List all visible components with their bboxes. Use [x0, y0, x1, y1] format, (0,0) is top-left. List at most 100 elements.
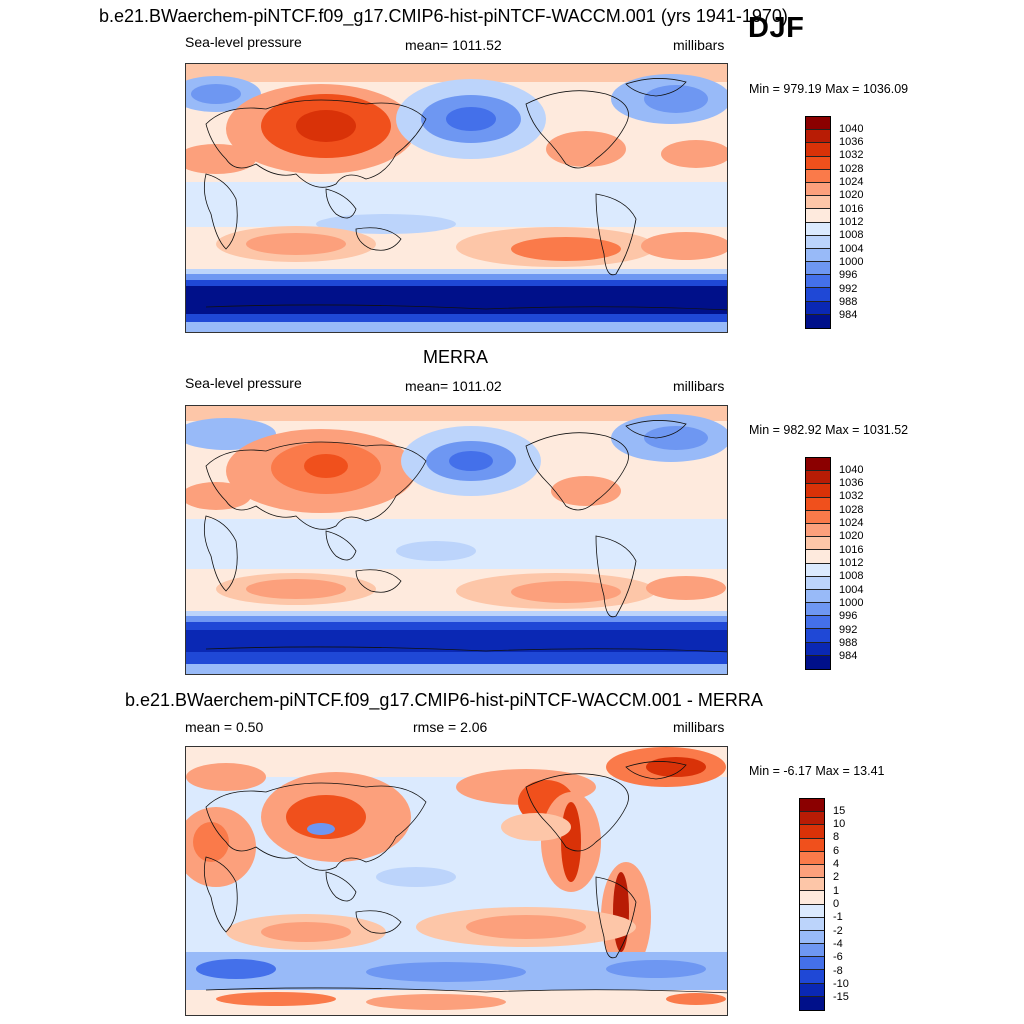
colorbar-tick-label: 1012 [839, 557, 864, 569]
colorbar-tick-label: -10 [833, 977, 849, 990]
colorbar-swatch [806, 616, 830, 630]
colorbar-swatch [806, 275, 830, 289]
colorbar-tick-label: 996 [839, 610, 858, 623]
colorbar-tick-label: 992 [839, 282, 858, 295]
colorbar-tick-label: 1028 [839, 162, 864, 175]
colorbar-tick-label: 1040 [839, 463, 864, 476]
colorbar-swatch [806, 248, 830, 263]
colorbar-tick-label: -1 [833, 911, 843, 924]
panel3-minmax-label: Min = -6.17 Max = 13.41 [749, 764, 885, 778]
season-label: DJF [748, 12, 805, 44]
colorbar-swatch [800, 904, 824, 918]
colorbar-tick-label: 988 [839, 295, 858, 308]
colorbar-tick-label: 10 [833, 818, 846, 831]
colorbar-tick-label: 984 [839, 650, 858, 663]
colorbar-swatch [800, 996, 824, 1010]
colorbar-swatch [800, 851, 824, 865]
colorbar-swatch [806, 497, 830, 511]
colorbar-swatch [806, 484, 830, 498]
colorbar-tick-label: 6 [833, 844, 840, 857]
colorbar-tick-label: 2 [833, 871, 840, 884]
colorbar-tick-label: -6 [833, 951, 843, 964]
panel1-minmax-label: Min = 979.19 Max = 1036.09 [749, 82, 909, 96]
panel1-variable-label: Sea-level pressure [185, 34, 302, 50]
colorbar-tick-label: 1 [833, 884, 840, 897]
colorbar-swatch [800, 944, 824, 958]
panel1-title: b.e21.BWaerchem-piNTCF.f09_g17.CMIP6-his… [99, 6, 788, 26]
colorbar-swatch [806, 655, 830, 669]
colorbar-swatch [800, 864, 824, 879]
colorbar-swatch [800, 957, 824, 971]
colorbar-swatch [800, 983, 824, 997]
colorbar-swatch [806, 550, 830, 564]
panel1-units-label: millibars [673, 37, 725, 53]
colorbar-swatch [800, 825, 824, 839]
panel1-map [185, 63, 728, 333]
panel3-map [185, 746, 728, 1016]
colorbar-swatch [806, 510, 830, 524]
colorbar-swatch [800, 878, 824, 892]
colorbar-tick-label: 996 [839, 269, 858, 282]
colorbar-tick-label: 1004 [839, 242, 864, 255]
colorbar-swatch [806, 222, 830, 236]
colorbar-swatch [800, 970, 824, 984]
colorbar-tick-label: 8 [833, 831, 840, 844]
colorbar-tick-label: 1016 [839, 543, 864, 556]
colorbar-tick-label: 0 [833, 898, 840, 910]
panel3-units-label: millibars [673, 719, 725, 735]
panel1-mean-label: mean= 1011.52 [405, 37, 502, 53]
colorbar-swatch [806, 196, 830, 210]
colorbar-swatch [800, 799, 824, 813]
colorbar-tick-label: 1032 [839, 149, 864, 162]
colorbar-tick-label: 1000 [839, 255, 864, 268]
colorbar-tick-label: 1024 [839, 176, 864, 189]
panel3-colorbar [799, 798, 825, 1011]
colorbar-tick-label: 1020 [839, 189, 864, 202]
colorbar-swatch [806, 537, 830, 551]
panel3-rmse-label: rmse = 2.06 [413, 719, 488, 735]
colorbar-swatch [806, 156, 830, 170]
colorbar-tick-label: 988 [839, 636, 858, 649]
colorbar-tick-label: 1036 [839, 136, 864, 149]
colorbar-tick-label: 1008 [839, 570, 864, 583]
colorbar-swatch [806, 130, 830, 144]
colorbar-swatch [806, 314, 830, 328]
colorbar-tick-label: -15 [833, 991, 849, 1004]
colorbar-tick-label: 984 [839, 309, 858, 322]
colorbar-tick-label: 4 [833, 858, 840, 871]
colorbar-swatch [800, 812, 824, 826]
colorbar-swatch [806, 589, 830, 604]
colorbar-swatch [800, 891, 824, 905]
colorbar-swatch [800, 930, 824, 945]
colorbar-swatch [806, 471, 830, 485]
colorbar-tick-label: 1016 [839, 202, 864, 215]
colorbar-swatch [806, 603, 830, 617]
colorbar-swatch [806, 117, 830, 131]
colorbar-tick-label: 1040 [839, 122, 864, 135]
colorbar-swatch [806, 523, 830, 538]
panel2-variable-label: Sea-level pressure [185, 375, 302, 391]
colorbar-tick-label: 1000 [839, 596, 864, 609]
colorbar-tick-label: -2 [833, 924, 843, 937]
colorbar-swatch [806, 262, 830, 276]
colorbar-swatch [806, 288, 830, 302]
colorbar-swatch [800, 917, 824, 931]
panel3-mean-label: mean = 0.50 [185, 719, 264, 735]
colorbar-swatch [800, 838, 824, 852]
colorbar-tick-label: 1032 [839, 490, 864, 503]
panel1-colorbar-labels: 1040 1036 1032 1028 1024 1020 1016 1012 … [839, 116, 879, 329]
panel2-map [185, 405, 728, 675]
colorbar-tick-label: 15 [833, 804, 846, 817]
colorbar-swatch [806, 563, 830, 577]
colorbar-swatch [806, 301, 830, 315]
colorbar-swatch [806, 143, 830, 157]
panel3-title: b.e21.BWaerchem-piNTCF.f09_g17.CMIP6-his… [125, 690, 763, 710]
colorbar-tick-label: 1028 [839, 503, 864, 516]
colorbar-swatch [806, 629, 830, 643]
panel2-minmax-label: Min = 982.92 Max = 1031.52 [749, 423, 909, 437]
colorbar-swatch [806, 169, 830, 183]
colorbar-tick-label: 1036 [839, 477, 864, 490]
colorbar-swatch [806, 182, 830, 197]
panel2-colorbar [805, 457, 831, 670]
colorbar-swatch [806, 576, 830, 590]
